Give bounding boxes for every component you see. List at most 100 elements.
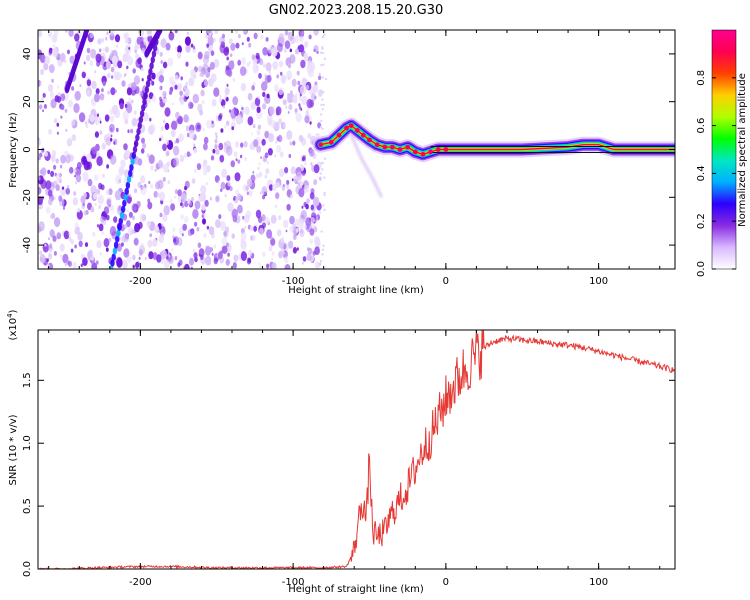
spectrogram-noise-cell bbox=[72, 197, 79, 206]
spectrogram-noise-cell bbox=[165, 42, 171, 51]
spectrogram-noise-cell bbox=[314, 95, 317, 100]
spectrogram-noise-cell bbox=[56, 96, 62, 103]
colorbar-gradient bbox=[711, 29, 737, 270]
spectrogram-noise-cell bbox=[323, 176, 326, 179]
spectrogram-noise-cell bbox=[289, 215, 295, 225]
spectrogram-noise-cell bbox=[48, 198, 53, 206]
spectrogram-noise-cell bbox=[120, 159, 126, 168]
spectrogram-noise-cell bbox=[288, 104, 293, 111]
spectrogram-noise-cell bbox=[147, 198, 151, 203]
spectrogram-noise-cell bbox=[244, 225, 247, 229]
spectrogram-noise-cell bbox=[62, 186, 64, 190]
spectrogram-noise-cell bbox=[318, 210, 322, 215]
spectrogram-noise-cell bbox=[60, 104, 65, 111]
snr-frame bbox=[37, 329, 676, 570]
spectrogram-noise-cell bbox=[164, 122, 170, 130]
spectrogram-noise-cell bbox=[202, 218, 206, 225]
spectrogram-noise-cell bbox=[298, 44, 305, 53]
spectrogram-noise-cell bbox=[168, 76, 175, 85]
spectrogram-noise-cell bbox=[172, 227, 176, 232]
snr-panel: -200 -100 0 100 0.0 0.5 1.0 1.5 Height of strai… bbox=[6, 309, 676, 595]
spectrogram-streak-cell bbox=[151, 50, 157, 58]
spectrogram-noise-cell bbox=[253, 139, 259, 148]
spectrogram-noise-cell bbox=[175, 138, 180, 144]
spectrogram-noise-cell bbox=[174, 140, 177, 144]
spectrogram-noise-cell bbox=[268, 245, 273, 252]
spectrogram-noise-cell bbox=[160, 60, 163, 64]
spectrogram-noise-cell bbox=[124, 103, 128, 108]
spectrogram-noise-cell bbox=[86, 47, 91, 54]
spectrogram-ytick-label: 40 bbox=[22, 48, 33, 61]
spectrogram-noise-cell bbox=[137, 57, 142, 65]
spectrogram-ytick-label: -20 bbox=[22, 189, 33, 205]
spectrogram-faint-tail bbox=[349, 134, 384, 198]
spectrogram-noise-cell bbox=[319, 89, 323, 92]
spectrogram-noise-cell bbox=[43, 62, 49, 71]
spectrogram-noise-cell bbox=[276, 229, 282, 237]
spectrogram-noise-cell bbox=[123, 143, 128, 151]
spectrogram-noise-cell bbox=[213, 244, 216, 249]
spectrogram-noise-cell bbox=[96, 240, 102, 249]
spectrogram-noise-cell bbox=[141, 67, 144, 72]
spectrogram-noise-cell bbox=[148, 251, 154, 260]
spectrogram-noise-cell bbox=[321, 127, 324, 131]
spectrogram-noise-cell bbox=[292, 95, 298, 104]
spectrogram-noise-cell bbox=[50, 154, 56, 163]
spectrogram-noise-cell bbox=[256, 106, 261, 114]
spectrogram-noise-cell bbox=[69, 166, 74, 174]
spectrogram-noise-cell bbox=[85, 124, 89, 129]
spectrogram-noise-cell bbox=[283, 219, 289, 229]
spectrogram-noise-cell bbox=[298, 188, 305, 198]
spectrogram-noise-cell bbox=[288, 240, 293, 248]
spectrogram-noise-cell bbox=[307, 228, 310, 233]
spectrogram-noise-cell bbox=[99, 48, 102, 53]
spectrogram-noise-cell bbox=[249, 225, 254, 231]
spectrogram-noise-cell bbox=[40, 167, 47, 176]
spectrogram-noise-cell bbox=[73, 168, 77, 173]
spectrogram-noise-cell bbox=[287, 111, 290, 114]
spectrogram-noise-cell bbox=[278, 87, 284, 96]
spectrogram-noise-cell bbox=[235, 189, 240, 196]
spectrogram-noise-cell bbox=[274, 204, 278, 209]
spectrogram-noise-cell bbox=[52, 235, 57, 242]
spectrogram-noise-cell bbox=[200, 89, 205, 97]
spectrogram-noise-cell bbox=[42, 109, 44, 113]
spectrogram-noise-cell bbox=[250, 174, 256, 183]
spectrogram-noise-cell bbox=[190, 266, 193, 269]
spectrogram-noise-cell bbox=[194, 200, 201, 210]
spectrogram-track-point bbox=[405, 144, 411, 150]
spectrogram-noise-cell bbox=[110, 87, 116, 96]
spectrogram-noise-cell bbox=[302, 171, 306, 177]
colorbar-tick-label: 0.2 bbox=[696, 213, 707, 229]
spectrogram-noise-cell bbox=[278, 251, 283, 259]
spectrogram-noise-cell bbox=[110, 66, 115, 73]
spectrogram-noise-cell bbox=[114, 190, 122, 201]
spectrogram-noise-cell bbox=[203, 143, 208, 151]
spectrogram-noise-cell bbox=[108, 62, 110, 66]
spectrogram-noise-cell bbox=[215, 195, 220, 202]
spectrogram-noise-cell bbox=[322, 90, 325, 94]
spectrogram-noise-cell bbox=[162, 95, 168, 104]
spectrogram-noise-cell bbox=[159, 191, 166, 201]
spectrogram-streak-cell bbox=[145, 80, 151, 88]
spectrogram-noise-cell bbox=[95, 53, 102, 63]
spectrogram-noise-cell bbox=[68, 232, 71, 236]
spectrogram-noise-cell bbox=[226, 83, 229, 87]
spectrogram-noise-cell bbox=[65, 154, 71, 164]
spectrogram-noise-cell bbox=[267, 45, 274, 54]
spectrogram-noise-cell bbox=[270, 214, 277, 224]
spectrogram-noise-cell bbox=[177, 83, 182, 91]
spectrogram-noise-cell bbox=[165, 150, 170, 157]
spectrogram-noise-cell bbox=[240, 142, 244, 148]
spectrogram-noise-cell bbox=[151, 72, 156, 80]
spectrogram-noise-cell bbox=[296, 247, 299, 251]
spectrogram-tail-path bbox=[349, 134, 384, 198]
spectrogram-noise-cell bbox=[260, 156, 262, 160]
spectrogram-noise-cell bbox=[261, 186, 268, 196]
spectrogram-noise-cell bbox=[103, 238, 110, 248]
spectrogram-noise-cell bbox=[82, 257, 88, 266]
spectrogram-noise-cell bbox=[147, 201, 153, 210]
spectrogram-noise-cell bbox=[324, 77, 328, 81]
spectrogram-noise-cell bbox=[81, 155, 88, 166]
spectrogram-noise-cell bbox=[126, 65, 129, 70]
